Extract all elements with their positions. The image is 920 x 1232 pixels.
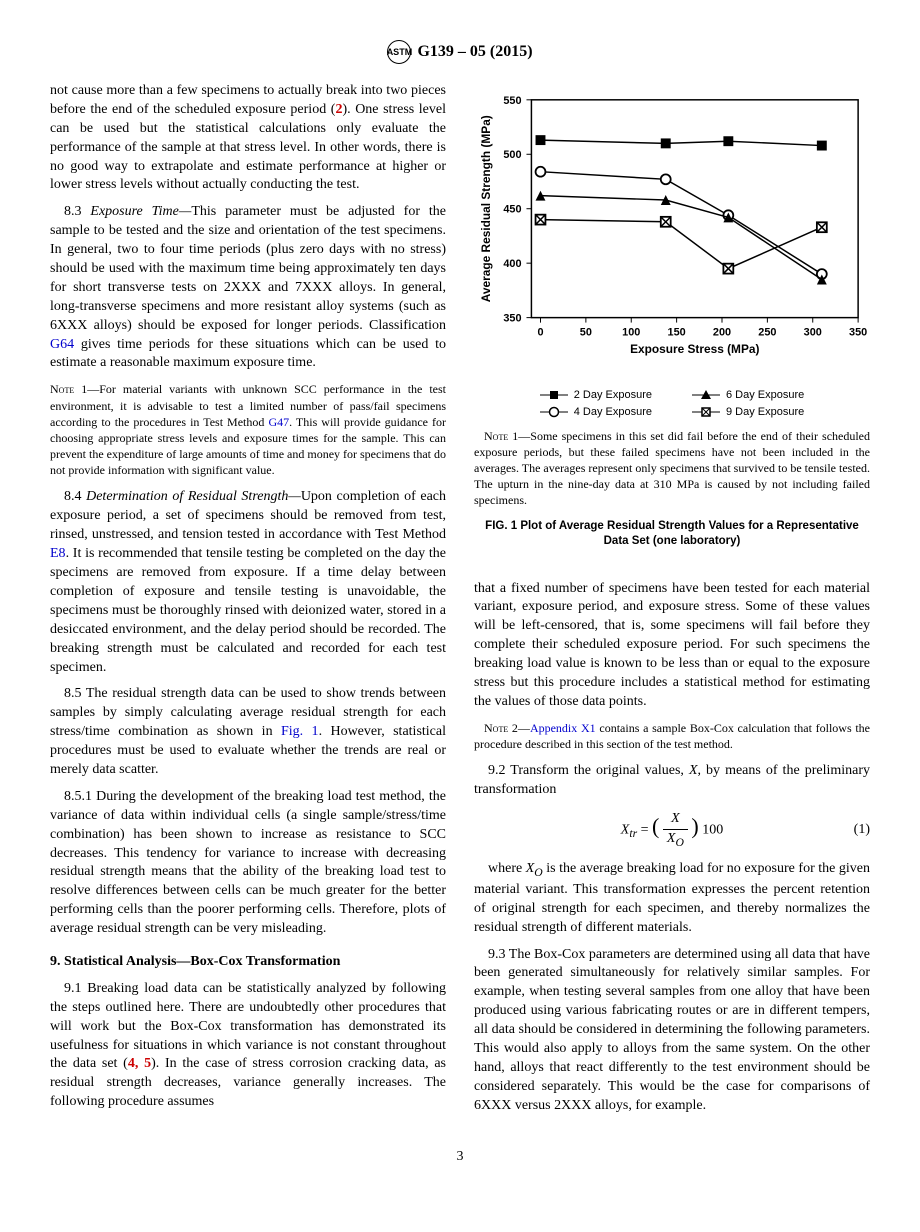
- para-9-3: 9.3 The Box-Cox parameters are determine…: [474, 946, 870, 1116]
- svg-text:500: 500: [503, 149, 521, 161]
- svg-text:450: 450: [503, 204, 521, 216]
- svg-text:550: 550: [503, 95, 521, 107]
- svg-text:250: 250: [758, 326, 776, 338]
- link-g47[interactable]: G47: [268, 415, 289, 429]
- eq-number: (1): [854, 821, 870, 840]
- link-g64[interactable]: G64: [50, 337, 74, 352]
- page-number: 3: [50, 1148, 870, 1167]
- section-9-heading: 9. Statistical Analysis—Box-Cox Transfor…: [50, 953, 446, 972]
- ref-4[interactable]: 4,: [128, 1056, 144, 1071]
- svg-text:100: 100: [622, 326, 640, 338]
- chart-svg: 0 50 100 150 200 250 300 350 350 400 450 500 550 Expo…: [474, 82, 870, 379]
- svg-text:200: 200: [713, 326, 731, 338]
- note-1-left: Note 1—For material variants with unknow…: [50, 381, 446, 478]
- legend-row-1: 2 Day Exposure 6 Day Exposure: [474, 388, 870, 403]
- svg-text:350: 350: [849, 326, 867, 338]
- para-9-2: 9.2 Transform the original values, X, by…: [474, 762, 870, 800]
- fig-note-1: Note 1—Some specimens in this set did fa…: [474, 428, 870, 509]
- equation-1: Xtr = ( XXO ) 100 (1): [474, 810, 870, 850]
- link-e8[interactable]: E8: [50, 546, 66, 561]
- svg-text:350: 350: [503, 313, 521, 325]
- figure-1: 0 50 100 150 200 250 300 350 350 400 450 500 550 Expo…: [474, 82, 870, 550]
- astm-logo: ASTM: [387, 40, 411, 64]
- standard-title: G139 – 05 (2015): [417, 41, 532, 63]
- svg-text:Exposure Stress (MPa): Exposure Stress (MPa): [630, 342, 759, 356]
- svg-text:Average Residual Strength (MPa: Average Residual Strength (MPa): [479, 115, 493, 302]
- svg-text:50: 50: [580, 326, 592, 338]
- fig-caption: FIG. 1 Plot of Average Residual Strength…: [474, 519, 870, 550]
- para-8-5: 8.5 The residual strength data can be us…: [50, 685, 446, 779]
- legend-row-2: 4 Day Exposure 9 Day Exposure: [474, 405, 870, 420]
- para-9-1: 9.1 Breaking load data can be statistica…: [50, 980, 446, 1112]
- legend-9day: 9 Day Exposure: [692, 405, 804, 420]
- note-2: Note 2—Appendix X1 contains a sample Box…: [474, 720, 870, 752]
- para-8-4: 8.4 Determination of Residual Strength—U…: [50, 488, 446, 677]
- para-8-2-cont: not cause more than a few specimens to a…: [50, 82, 446, 195]
- para-8-3: 8.3 Exposure Time—This parameter must be…: [50, 203, 446, 373]
- legend-6day: 6 Day Exposure: [692, 388, 804, 403]
- svg-text:150: 150: [668, 326, 686, 338]
- svg-text:300: 300: [804, 326, 822, 338]
- legend-2day: 2 Day Exposure: [540, 388, 652, 403]
- link-fig1[interactable]: Fig. 1: [281, 724, 319, 739]
- svg-text:0: 0: [537, 326, 543, 338]
- page-header: ASTM G139 – 05 (2015): [50, 40, 870, 64]
- link-appendix-x1[interactable]: Appendix X1: [530, 721, 596, 735]
- legend-4day: 4 Day Exposure: [540, 405, 652, 420]
- para-9-1-cont: that a fixed number of specimens have be…: [474, 580, 870, 712]
- svg-text:400: 400: [503, 258, 521, 270]
- para-8-5-1: 8.5.1 During the development of the brea…: [50, 788, 446, 939]
- para-9-2-where: where XO is the average breaking load fo…: [474, 860, 870, 937]
